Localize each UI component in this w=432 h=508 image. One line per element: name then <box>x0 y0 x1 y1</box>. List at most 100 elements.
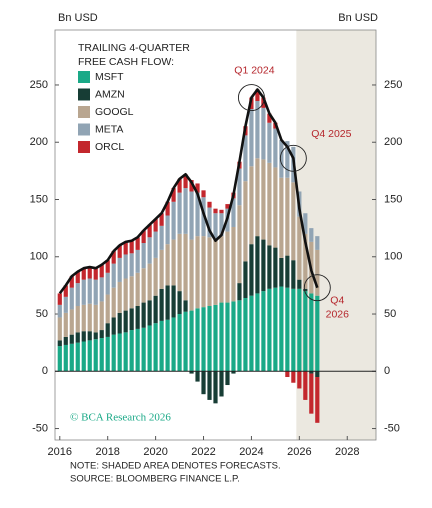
bar-segment <box>213 213 218 239</box>
bar-segment <box>279 139 284 178</box>
legend-label: GOOGL <box>95 106 134 118</box>
bar-segment <box>213 304 218 372</box>
bar-segment <box>81 279 86 305</box>
bar-segment <box>105 294 110 324</box>
bar-segment <box>267 113 272 123</box>
bar-segment <box>153 218 158 232</box>
bar-segment <box>171 317 176 372</box>
bar-segment <box>261 291 266 372</box>
x-tick-label: 2022 <box>191 446 215 458</box>
bar-segment <box>81 341 86 372</box>
bar-segment <box>225 302 230 372</box>
bar-segment <box>147 263 152 301</box>
bar-segment <box>129 330 134 372</box>
bar-segment <box>117 312 122 334</box>
forecast-shade <box>296 30 376 440</box>
bar-segment <box>285 255 290 288</box>
bar-segment <box>303 213 308 234</box>
bar-segment <box>231 198 236 227</box>
bar-segment <box>75 271 80 284</box>
bar-segment <box>135 237 140 250</box>
note: NOTE: SHADED AREA DENOTES FORECASTS. <box>70 461 281 472</box>
bar-segment <box>93 268 98 280</box>
bar-segment <box>195 192 200 237</box>
bar-segment <box>315 236 320 250</box>
bar-segment <box>159 213 164 226</box>
y-tick-label: 50 <box>36 308 48 320</box>
bar-segment <box>111 317 116 335</box>
bar-segment <box>69 334 74 344</box>
bar-segment <box>249 244 254 296</box>
bar-segment <box>219 302 224 372</box>
bar-segment <box>177 233 182 292</box>
bar-segment <box>123 254 128 279</box>
bar-segment <box>105 260 110 273</box>
bar-segment <box>117 281 122 313</box>
bar-segment <box>87 278 92 304</box>
bar-segment <box>207 371 212 400</box>
bar-segment <box>135 249 140 273</box>
bar-segment <box>165 201 170 216</box>
bar-segment <box>231 226 236 302</box>
bar-segment <box>219 209 224 214</box>
source: SOURCE: BLOOMBERG FINANCE L.P. <box>70 474 240 485</box>
legend-title: TRAILING 4-QUARTER <box>78 42 190 54</box>
legend-swatch <box>78 123 90 136</box>
bar-segment <box>291 288 296 372</box>
bar-segment <box>123 310 128 333</box>
bar-segment <box>207 237 212 307</box>
bar-segment <box>117 245 122 258</box>
bar-segment <box>63 312 68 337</box>
annotation: Q4 <box>330 294 344 306</box>
bar-segment <box>297 371 302 389</box>
annotation-circle <box>303 274 331 302</box>
legend-swatch <box>78 88 90 101</box>
bar-segment <box>99 264 104 278</box>
y-tick-label: 200 <box>30 136 48 148</box>
bar-segment <box>237 168 242 206</box>
bar-segment <box>123 278 128 311</box>
bar-segment <box>57 346 62 372</box>
bar-segment <box>309 371 314 374</box>
bar-segment <box>69 287 74 310</box>
plot-frame <box>54 29 377 441</box>
bar-segment <box>273 128 278 168</box>
bar-segment <box>159 249 164 289</box>
bar-segment <box>249 109 254 167</box>
bar-segment <box>177 291 182 315</box>
bar-segment <box>303 371 308 400</box>
bar-segment <box>57 340 62 347</box>
bar-segment <box>165 319 170 372</box>
y-tick-label-right: 200 <box>384 136 402 148</box>
total-line <box>58 88 319 295</box>
bar-segment <box>297 288 302 372</box>
bar-segment <box>315 377 320 423</box>
bar-segment <box>153 231 158 258</box>
bar-segment <box>87 303 92 332</box>
bar-segment <box>255 89 260 102</box>
bar-segment <box>315 295 320 372</box>
y-axis-title-left: Bn USD <box>58 12 98 24</box>
bar-segment <box>99 277 104 302</box>
bar-segment <box>183 188 188 234</box>
bar-segment <box>63 344 68 372</box>
bar-segment <box>273 247 278 288</box>
bar-segment <box>75 332 80 343</box>
bar-segment <box>195 308 200 372</box>
annotation-circle <box>279 144 307 172</box>
bar-segment <box>267 245 272 289</box>
bar-segment <box>141 327 146 372</box>
y-tick-label-right: 150 <box>384 193 402 205</box>
bar-segment <box>195 183 200 193</box>
bar-segment <box>93 339 98 372</box>
annotation: Q1 2024 <box>234 64 274 76</box>
bar-segment <box>171 239 176 286</box>
bar-segment <box>75 283 80 307</box>
bar-segment <box>105 323 110 337</box>
bar-segment <box>159 320 164 372</box>
bar-segment <box>201 190 206 198</box>
bar-segment <box>141 243 146 269</box>
bar-segment <box>135 328 140 372</box>
bar-segment <box>309 373 314 414</box>
bar-segment <box>315 249 320 296</box>
